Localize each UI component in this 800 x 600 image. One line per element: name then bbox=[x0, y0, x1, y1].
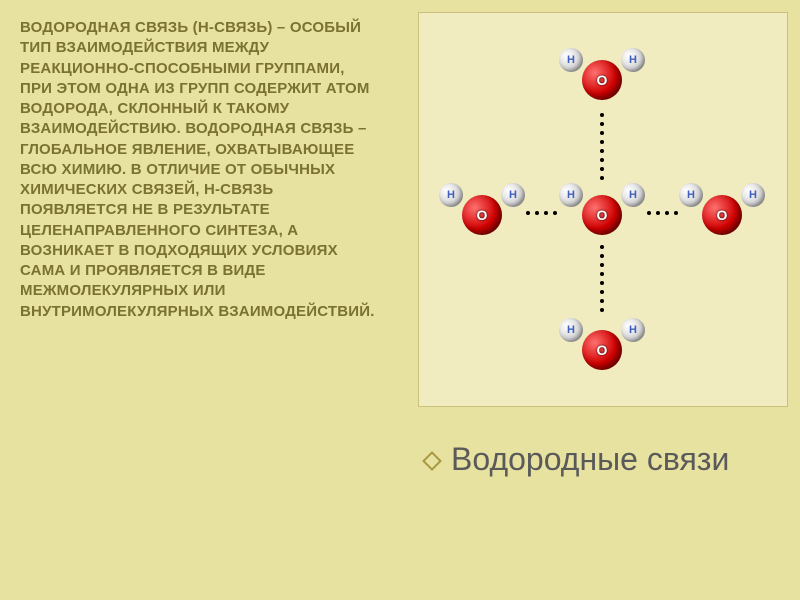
hydrogen-atom: H bbox=[679, 183, 703, 207]
molecule-diagram: O H H O H H O H H O H H O H H bbox=[418, 12, 788, 407]
hydrogen-atom: H bbox=[559, 183, 583, 207]
right-panel: O H H O H H O H H O H H O H H Водородные связи bbox=[395, 0, 800, 600]
slide: ВОДОРОДНАЯ СВЯЗЬ (Н-СВЯЗЬ) – ОСОБЫЙ ТИП … bbox=[0, 0, 800, 600]
oxygen-label: O bbox=[597, 207, 608, 223]
hydrogen-bond-dots bbox=[600, 113, 604, 180]
bond-dot bbox=[600, 254, 604, 258]
oxygen-atom: O bbox=[702, 195, 742, 235]
bond-dot bbox=[600, 176, 604, 180]
bond-dot bbox=[600, 158, 604, 162]
hydrogen-label: H bbox=[447, 189, 455, 201]
bond-dot bbox=[553, 211, 557, 215]
hydrogen-label: H bbox=[687, 189, 695, 201]
hydrogen-bond-dots bbox=[647, 211, 678, 215]
water-molecule-bottom: O H H bbox=[557, 318, 647, 378]
oxygen-label: O bbox=[477, 207, 488, 223]
bond-dot bbox=[600, 122, 604, 126]
hydrogen-label: H bbox=[509, 189, 517, 201]
hydrogen-atom: H bbox=[501, 183, 525, 207]
water-molecule-left: O H H bbox=[437, 183, 527, 243]
bond-dot bbox=[600, 281, 604, 285]
bond-dot bbox=[600, 167, 604, 171]
bond-dot bbox=[674, 211, 678, 215]
oxygen-label: O bbox=[597, 72, 608, 88]
hydrogen-label: H bbox=[567, 189, 575, 201]
bond-dot bbox=[600, 140, 604, 144]
oxygen-atom: O bbox=[582, 330, 622, 370]
oxygen-label: O bbox=[717, 207, 728, 223]
bond-dot bbox=[600, 113, 604, 117]
definition-panel: ВОДОРОДНАЯ СВЯЗЬ (Н-СВЯЗЬ) – ОСОБЫЙ ТИП … bbox=[0, 0, 390, 600]
bond-dot bbox=[665, 211, 669, 215]
bond-dot bbox=[526, 211, 530, 215]
bullet-title-row: Водородные связи bbox=[425, 440, 729, 478]
hydrogen-atom: H bbox=[741, 183, 765, 207]
hydrogen-label: H bbox=[629, 54, 637, 66]
bond-dot bbox=[544, 211, 548, 215]
hydrogen-label: H bbox=[629, 189, 637, 201]
bond-dot bbox=[600, 290, 604, 294]
hydrogen-label: H bbox=[567, 324, 575, 336]
bond-dot bbox=[600, 263, 604, 267]
bond-dot bbox=[600, 299, 604, 303]
bullet-label: Водородные связи bbox=[451, 440, 729, 478]
hydrogen-bond-dots bbox=[600, 245, 604, 312]
definition-text: ВОДОРОДНАЯ СВЯЗЬ (Н-СВЯЗЬ) – ОСОБЫЙ ТИП … bbox=[20, 18, 380, 322]
bond-dot bbox=[600, 131, 604, 135]
hydrogen-label: H bbox=[629, 324, 637, 336]
bond-dot bbox=[535, 211, 539, 215]
bond-dot bbox=[647, 211, 651, 215]
oxygen-atom: O bbox=[582, 60, 622, 100]
hydrogen-atom: H bbox=[621, 318, 645, 342]
hydrogen-label: H bbox=[567, 54, 575, 66]
hydrogen-atom: H bbox=[559, 318, 583, 342]
hydrogen-label: H bbox=[749, 189, 757, 201]
bond-dot bbox=[600, 245, 604, 249]
diagram-inner: O H H O H H O H H O H H O H H bbox=[419, 13, 787, 406]
bond-dot bbox=[600, 149, 604, 153]
hydrogen-atom: H bbox=[621, 183, 645, 207]
bond-dot bbox=[600, 308, 604, 312]
oxygen-atom: O bbox=[582, 195, 622, 235]
water-molecule-right: O H H bbox=[677, 183, 767, 243]
bond-dot bbox=[600, 272, 604, 276]
water-molecule-center: O H H bbox=[557, 183, 647, 243]
hydrogen-atom: H bbox=[621, 48, 645, 72]
hydrogen-atom: H bbox=[559, 48, 583, 72]
water-molecule-top: O H H bbox=[557, 48, 647, 108]
oxygen-label: O bbox=[597, 342, 608, 358]
hydrogen-atom: H bbox=[439, 183, 463, 207]
bond-dot bbox=[656, 211, 660, 215]
bullet-marker-icon bbox=[422, 451, 442, 471]
oxygen-atom: O bbox=[462, 195, 502, 235]
hydrogen-bond-dots bbox=[526, 211, 557, 215]
